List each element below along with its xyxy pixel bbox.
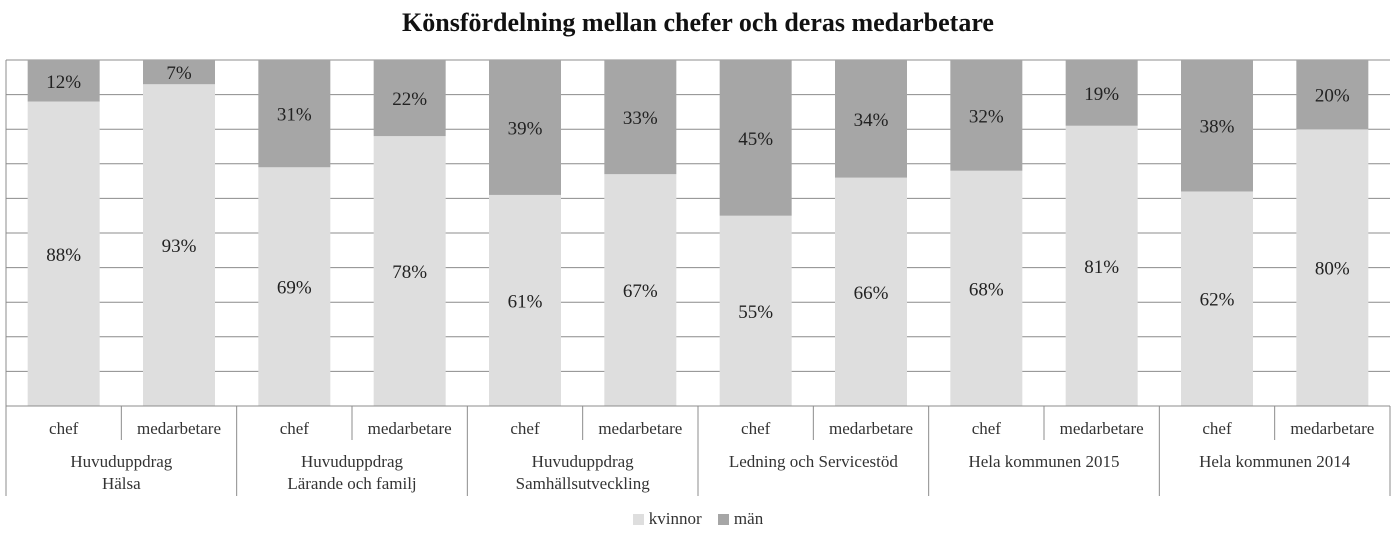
bar-man	[604, 60, 677, 175]
bar-kvinnor	[143, 84, 215, 406]
legend-item-man: män	[717, 509, 764, 529]
data-label: 81%	[1084, 257, 1119, 278]
category-label: chef	[1202, 419, 1232, 438]
bar-kvinnor	[258, 167, 331, 406]
category-label: medarbetare	[1060, 419, 1144, 438]
category-label: chef	[972, 419, 1002, 438]
legend-swatch-kvinnor	[632, 513, 644, 525]
category-label: chef	[510, 419, 540, 438]
legend-label-kvinnor: kvinnor	[648, 509, 702, 528]
legend: kvinnor män	[0, 509, 1396, 530]
bar-kvinnor	[1181, 191, 1253, 406]
data-label: 62%	[1200, 290, 1235, 311]
bar-man	[1181, 60, 1253, 192]
bar-kvinnor	[373, 136, 446, 406]
bar-man	[1296, 60, 1369, 130]
bar-kvinnor	[1065, 125, 1138, 407]
bar-kvinnor	[835, 177, 907, 406]
data-label: 61%	[508, 291, 543, 312]
group-label: Huvuduppdrag	[70, 452, 172, 471]
data-label: 33%	[623, 108, 658, 129]
bar-kvinnor	[604, 174, 677, 406]
data-label: 80%	[1315, 259, 1350, 280]
data-label: 12%	[46, 72, 81, 93]
category-label: medarbetare	[1290, 419, 1374, 438]
group-label: Hela kommunen 2015	[968, 452, 1119, 471]
data-label: 93%	[162, 236, 197, 257]
category-label: medarbetare	[368, 419, 452, 438]
data-label: 20%	[1315, 86, 1350, 107]
data-label: 68%	[969, 279, 1004, 300]
bar-kvinnor	[950, 170, 1023, 406]
bar-kvinnor	[489, 194, 561, 406]
data-label: 7%	[166, 63, 192, 84]
group-label: Huvuduppdrag	[532, 452, 634, 471]
data-label: 34%	[854, 110, 889, 131]
data-label: 19%	[1084, 84, 1119, 105]
group-label: Samhällsutveckling	[516, 474, 651, 493]
bar-kvinnor	[719, 215, 792, 406]
category-label: chef	[49, 419, 79, 438]
data-label: 67%	[623, 281, 658, 302]
bars	[27, 60, 1369, 407]
data-label: 38%	[1200, 117, 1235, 138]
data-label: 66%	[854, 283, 889, 304]
category-label: medarbetare	[829, 419, 913, 438]
bar-man	[373, 60, 446, 137]
group-label: Ledning och Servicestöd	[729, 452, 899, 471]
category-label: medarbetare	[137, 419, 221, 438]
bar-man	[1065, 60, 1138, 126]
data-label: 31%	[277, 105, 312, 126]
group-label: Hälsa	[102, 474, 141, 493]
data-labels: 88% 12% 93% 7% 69% 31% 78% 22% 61% 39% 67% 33% 55% 45…	[46, 63, 1350, 323]
legend-item-kvinnor: kvinnor	[632, 509, 702, 529]
data-label: 55%	[738, 302, 773, 323]
data-label: 32%	[969, 106, 1004, 127]
group-label: Lärande och familj	[287, 474, 416, 493]
group-label: Hela kommunen 2014	[1199, 452, 1351, 471]
bar-man	[835, 60, 907, 178]
data-label: 78%	[392, 262, 427, 283]
data-label: 39%	[508, 118, 543, 139]
legend-swatch-man	[717, 513, 729, 525]
bar-kvinnor	[27, 101, 100, 407]
bar-man	[719, 60, 792, 216]
bar-man	[27, 60, 100, 102]
category-label: chef	[280, 419, 310, 438]
category-label: chef	[741, 419, 771, 438]
bar-man	[258, 60, 331, 168]
legend-label-man: män	[733, 509, 764, 528]
category-axis: chef medarbetare chef medarbetare chef medarb…	[5, 60, 1391, 496]
data-label: 69%	[277, 278, 312, 299]
data-label: 45%	[738, 129, 773, 150]
data-label: 88%	[46, 245, 81, 266]
gridlines	[6, 59, 1390, 407]
category-label: medarbetare	[598, 419, 682, 438]
chart-title: Könsfördelning mellan chefer och deras m…	[402, 8, 994, 37]
data-label: 22%	[392, 89, 427, 110]
group-label: Huvuduppdrag	[301, 452, 403, 471]
bar-man	[143, 60, 215, 85]
bar-kvinnor	[1296, 129, 1369, 406]
bar-man	[950, 60, 1023, 171]
bar-man	[489, 60, 561, 195]
